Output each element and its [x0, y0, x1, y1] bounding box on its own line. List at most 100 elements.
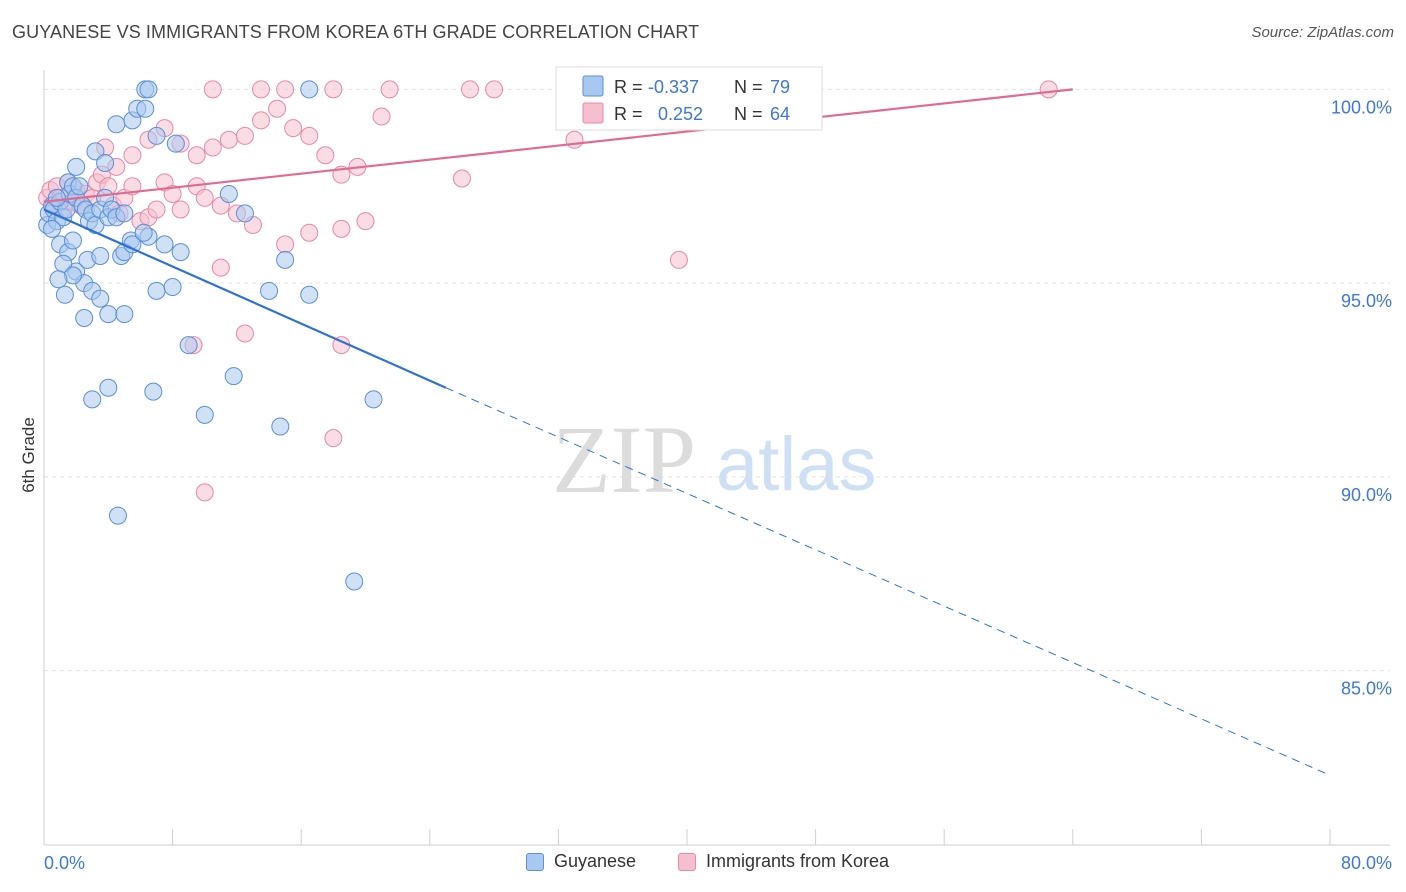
guyanese-point — [136, 99, 155, 118]
guyanese-trend-extension — [445, 387, 1331, 776]
korea-point — [123, 177, 142, 196]
guyanese-point — [179, 336, 198, 355]
korea-point — [300, 126, 319, 145]
guyanese-point — [139, 80, 158, 99]
axes — [43, 70, 1390, 846]
guyanese-point — [300, 80, 319, 99]
guyanese-point — [47, 188, 66, 207]
stats-swatch-blue — [582, 75, 604, 97]
korea-point — [1039, 80, 1058, 99]
korea-point — [203, 80, 222, 99]
korea-point — [565, 130, 584, 149]
korea-point — [284, 119, 303, 138]
guyanese-point — [171, 243, 190, 262]
source-label: Source: ZipAtlas.com — [1251, 24, 1394, 41]
korea-point — [324, 429, 343, 448]
korea-point — [252, 111, 271, 130]
korea-point — [300, 223, 319, 242]
stats-swatch-pink — [582, 102, 604, 124]
guyanese-point — [260, 281, 279, 300]
y-axis-label: 6th Grade — [19, 417, 38, 493]
stats-r-value-2: 0.252 — [658, 104, 703, 124]
guyanese-point — [86, 142, 105, 161]
guyanese-point — [134, 223, 153, 242]
guyanese-point — [195, 405, 214, 424]
guyanese-point — [115, 305, 134, 324]
guyanese-point — [43, 219, 62, 238]
bottom-legend: Guyanese Immigrants from Korea — [0, 851, 1406, 877]
stats-n-value-2: 64 — [770, 104, 790, 124]
korea-point — [163, 185, 182, 203]
korea-point — [268, 99, 287, 118]
korea-point — [332, 219, 351, 238]
stats-r-label-1: R = — [614, 77, 643, 97]
korea-point — [276, 80, 295, 99]
guyanese-point — [235, 204, 254, 223]
korea-points — [38, 80, 1058, 502]
korea-point — [235, 126, 254, 145]
guyanese-point — [75, 309, 94, 327]
guyanese-point — [83, 390, 102, 409]
guyanese-point — [91, 247, 110, 265]
korea-point — [485, 80, 504, 99]
korea-point — [276, 235, 295, 254]
y-tick-label: 100.0% — [1331, 97, 1392, 117]
y-tick-label: 85.0% — [1341, 679, 1392, 699]
legend-label-korea: Immigrants from Korea — [706, 851, 890, 871]
korea-point — [195, 483, 214, 502]
gridlines — [44, 88, 1390, 672]
korea-point — [235, 324, 254, 343]
guyanese-point — [166, 134, 185, 153]
korea-point — [452, 169, 471, 188]
stats-n-label-1: N = — [734, 77, 763, 97]
korea-point — [187, 146, 206, 165]
guyanese-point — [147, 126, 166, 145]
korea-point — [356, 212, 375, 231]
guyanese-point — [99, 305, 118, 324]
stats-n-value-1: 79 — [770, 77, 790, 97]
guyanese-point — [108, 506, 127, 525]
guyanese-trend-line — [43, 208, 447, 389]
trend-lines — [43, 88, 1331, 776]
legend-item-korea[interactable]: Immigrants from Korea — [678, 851, 889, 872]
watermark-zip: ZIP — [552, 406, 696, 513]
korea-point — [372, 107, 391, 126]
guyanese-point — [163, 278, 182, 296]
legend-label-guyanese: Guyanese — [554, 851, 637, 871]
guyanese-point — [55, 285, 74, 304]
guyanese-point — [219, 185, 238, 203]
x-tick-label-min: 0.0% — [44, 853, 85, 873]
korea-point — [203, 138, 222, 157]
korea-point — [316, 146, 335, 165]
y-tick-label: 90.0% — [1341, 485, 1392, 505]
korea-point — [171, 200, 190, 219]
guyanese-point — [63, 231, 82, 250]
korea-point — [123, 146, 142, 165]
y-tick-label: 95.0% — [1341, 291, 1392, 311]
x-tick-label-max: 80.0% — [1341, 853, 1392, 873]
korea-point — [219, 130, 238, 149]
legend-swatch-korea — [678, 852, 696, 871]
chart-title: GUYANESE VS IMMIGRANTS FROM KOREA 6TH GR… — [12, 22, 700, 42]
guyanese-point — [107, 115, 126, 134]
guyanese-point — [147, 281, 166, 300]
tick-labels: 85.0% 90.0% 95.0% 100.0% 0.0% 80.0% — [44, 97, 1392, 873]
guyanese-point — [91, 289, 110, 308]
stats-r-label-2: R = — [614, 104, 643, 124]
stats-n-label-2: N = — [734, 104, 763, 124]
korea-point — [460, 80, 479, 99]
guyanese-point — [144, 382, 163, 401]
korea-point — [669, 250, 688, 269]
legend-item-guyanese[interactable]: Guyanese — [526, 851, 636, 872]
guyanese-points — [38, 80, 383, 591]
guyanese-point — [364, 390, 383, 409]
korea-point — [195, 188, 214, 207]
guyanese-point — [345, 572, 364, 591]
guyanese-point — [49, 270, 68, 289]
guyanese-point — [70, 177, 89, 196]
guyanese-point — [224, 367, 243, 386]
guyanese-point — [67, 157, 86, 176]
guyanese-point — [115, 204, 134, 223]
guyanese-point — [96, 154, 115, 172]
